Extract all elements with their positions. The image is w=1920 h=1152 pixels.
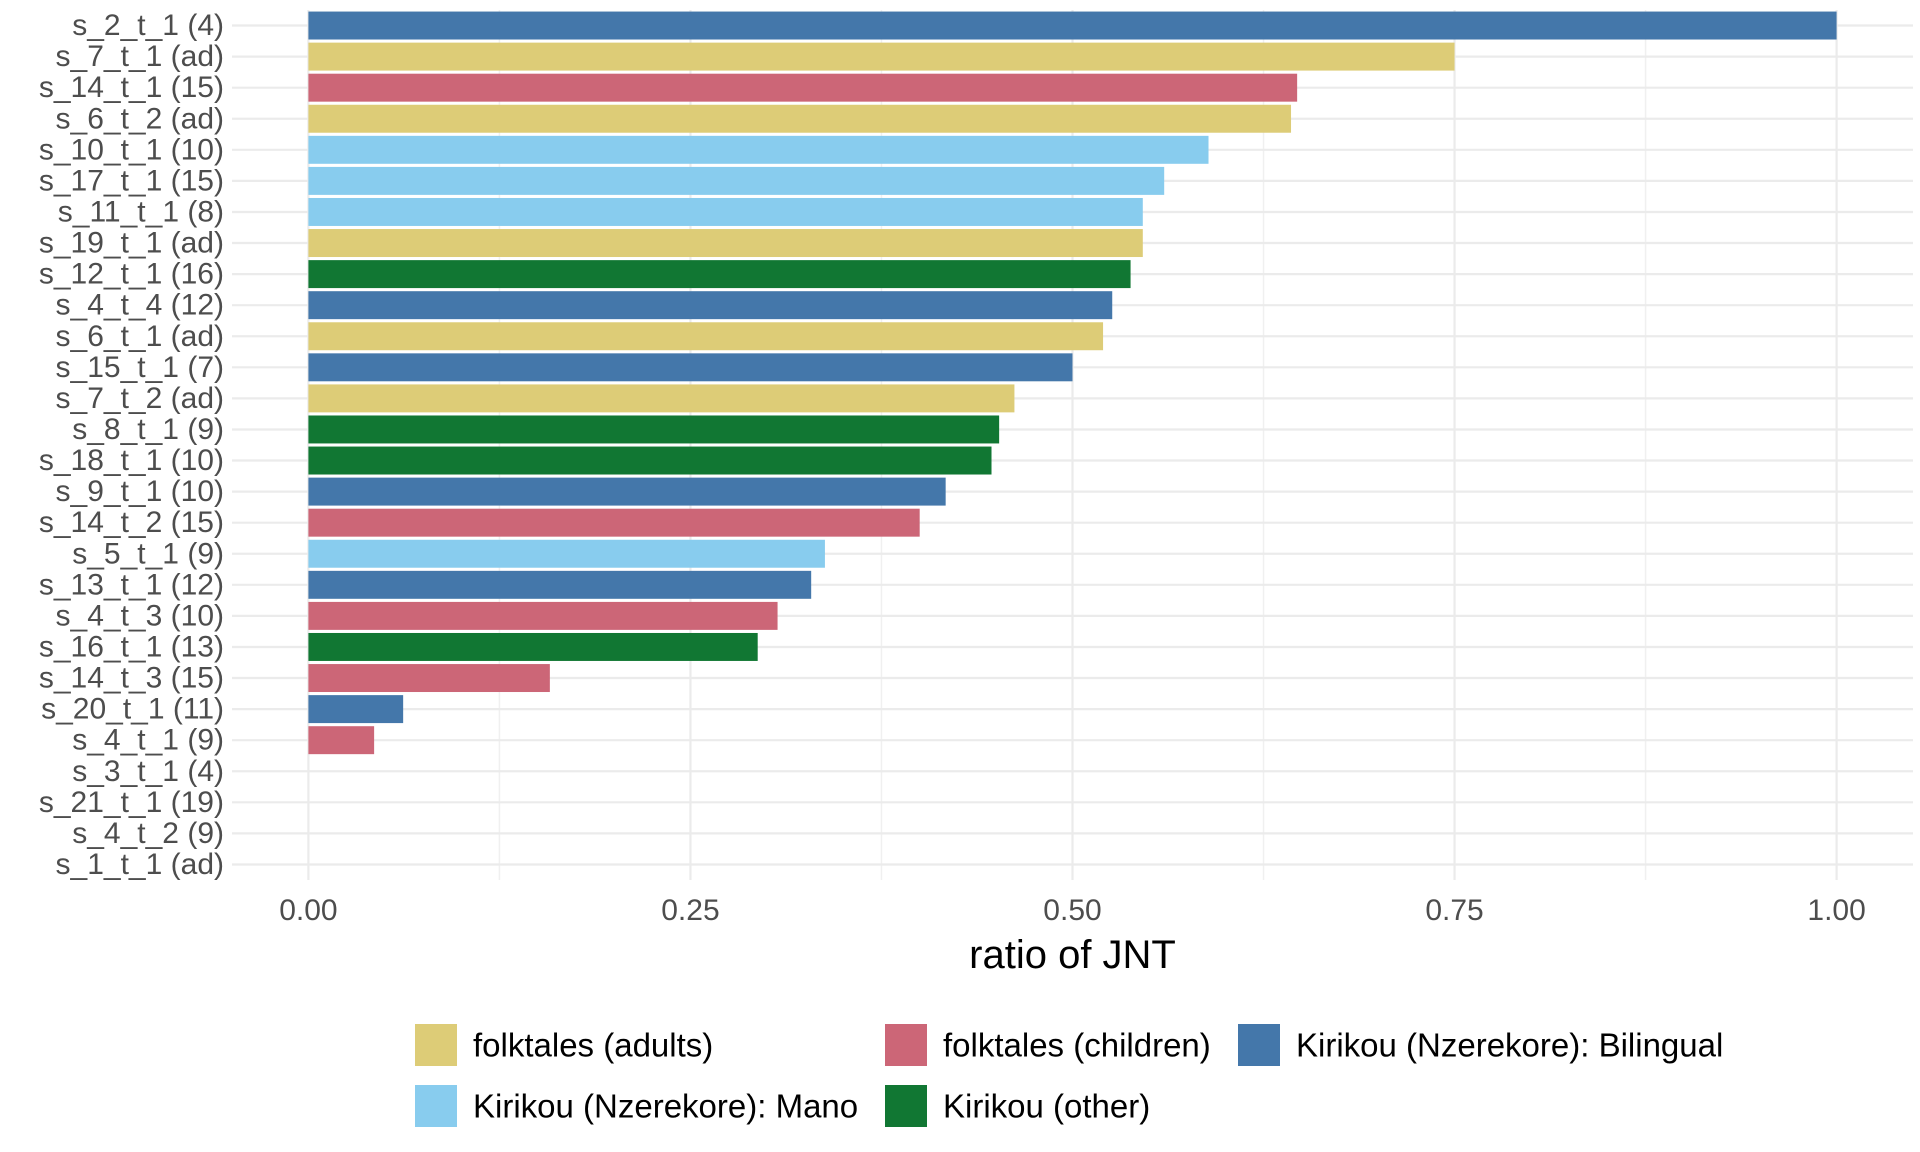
y-tick-label: s_9_t_1 (10) xyxy=(56,475,224,508)
y-tick-label: s_10_t_1 (10) xyxy=(39,133,224,166)
bar xyxy=(308,104,1292,133)
bar xyxy=(308,570,812,599)
legend-key xyxy=(415,1024,457,1066)
y-tick-label: s_14_t_2 (15) xyxy=(39,506,224,539)
bar xyxy=(308,353,1073,382)
bar xyxy=(308,229,1143,258)
bar xyxy=(308,601,778,630)
y-tick-label: s_14_t_1 (15) xyxy=(39,71,224,104)
bar xyxy=(308,135,1209,164)
legend-label: folktales (children) xyxy=(943,1027,1211,1064)
legend-item: Kirikou (other) xyxy=(885,1085,1150,1127)
y-tick-label: s_18_t_1 (10) xyxy=(39,444,224,477)
y-tick-label: s_21_t_1 (19) xyxy=(39,786,224,819)
legend-key xyxy=(885,1024,927,1066)
y-tick-label: s_16_t_1 (13) xyxy=(39,630,224,663)
y-tick-label: s_4_t_2 (9) xyxy=(72,817,224,850)
y-tick-label: s_7_t_2 (ad) xyxy=(56,382,224,415)
bar xyxy=(308,384,1015,413)
bar xyxy=(308,446,992,475)
legend-key xyxy=(1238,1024,1280,1066)
y-tick-label: s_17_t_1 (15) xyxy=(39,164,224,197)
legend-key xyxy=(415,1085,457,1127)
bar xyxy=(308,664,550,693)
y-tick-label: s_19_t_1 (ad) xyxy=(39,227,224,260)
bar xyxy=(308,73,1298,102)
y-tick-label: s_20_t_1 (11) xyxy=(41,693,224,726)
legend-key xyxy=(885,1085,927,1127)
bar xyxy=(308,11,1837,40)
y-tick-label: s_12_t_1 (16) xyxy=(39,258,224,291)
legend-item: folktales (adults) xyxy=(415,1024,713,1066)
x-axis-tick-labels: 0.00 0.25 0.50 0.75 1.00 xyxy=(279,894,1866,927)
y-tick-label: s_6_t_2 (ad) xyxy=(56,102,224,135)
y-tick-label: s_13_t_1 (12) xyxy=(39,568,224,601)
legend-item: Kirikou (Nzerekore): Mano xyxy=(415,1085,858,1127)
y-tick-label: s_4_t_4 (12) xyxy=(56,289,224,322)
bar xyxy=(308,477,946,506)
y-tick-label: s_6_t_1 (ad) xyxy=(56,320,224,353)
legend-label: Kirikou (other) xyxy=(943,1088,1150,1125)
y-tick-label: s_11_t_1 (8) xyxy=(58,195,224,228)
x-tick-label: 0.00 xyxy=(279,894,337,927)
y-tick-label: s_14_t_3 (15) xyxy=(39,662,224,695)
bar xyxy=(308,166,1165,195)
x-tick-label: 0.75 xyxy=(1425,894,1483,927)
bar xyxy=(308,632,758,661)
bar xyxy=(308,291,1113,320)
x-tick-label: 0.25 xyxy=(661,894,719,927)
bar xyxy=(308,260,1131,289)
legend: folktales (adults) folktales (children) Ki… xyxy=(415,1024,1723,1127)
bar xyxy=(308,508,920,537)
x-axis-title: ratio of JNT xyxy=(969,933,1176,977)
bar xyxy=(308,695,404,724)
y-tick-label: s_4_t_3 (10) xyxy=(56,599,224,632)
x-tick-label: 0.50 xyxy=(1043,894,1101,927)
y-tick-label: s_4_t_1 (9) xyxy=(72,724,224,757)
bar xyxy=(308,539,825,568)
y-tick-label: s_7_t_1 (ad) xyxy=(56,40,224,73)
y-tick-label: s_3_t_1 (4) xyxy=(72,755,224,788)
bar xyxy=(308,415,1000,444)
y-tick-label: s_1_t_1 (ad) xyxy=(56,848,224,881)
legend-item: Kirikou (Nzerekore): Bilingual xyxy=(1238,1024,1723,1066)
y-tick-label: s_2_t_1 (4) xyxy=(72,9,224,42)
bar xyxy=(308,197,1143,226)
bar xyxy=(308,322,1104,351)
bar xyxy=(308,726,375,755)
bar xyxy=(308,42,1455,71)
x-tick-label: 1.00 xyxy=(1807,894,1865,927)
legend-label: Kirikou (Nzerekore): Mano xyxy=(473,1088,858,1125)
y-tick-label: s_8_t_1 (9) xyxy=(72,413,224,446)
bars xyxy=(308,11,1837,755)
y-tick-label: s_15_t_1 (7) xyxy=(56,351,224,384)
legend-item: folktales (children) xyxy=(885,1024,1211,1066)
y-axis-tick-labels: s_2_t_1 (4)s_7_t_1 (ad)s_14_t_1 (15)s_6_… xyxy=(39,9,224,881)
y-tick-label: s_5_t_1 (9) xyxy=(72,537,224,570)
legend-label: Kirikou (Nzerekore): Bilingual xyxy=(1296,1027,1723,1064)
legend-label: folktales (adults) xyxy=(473,1027,713,1064)
